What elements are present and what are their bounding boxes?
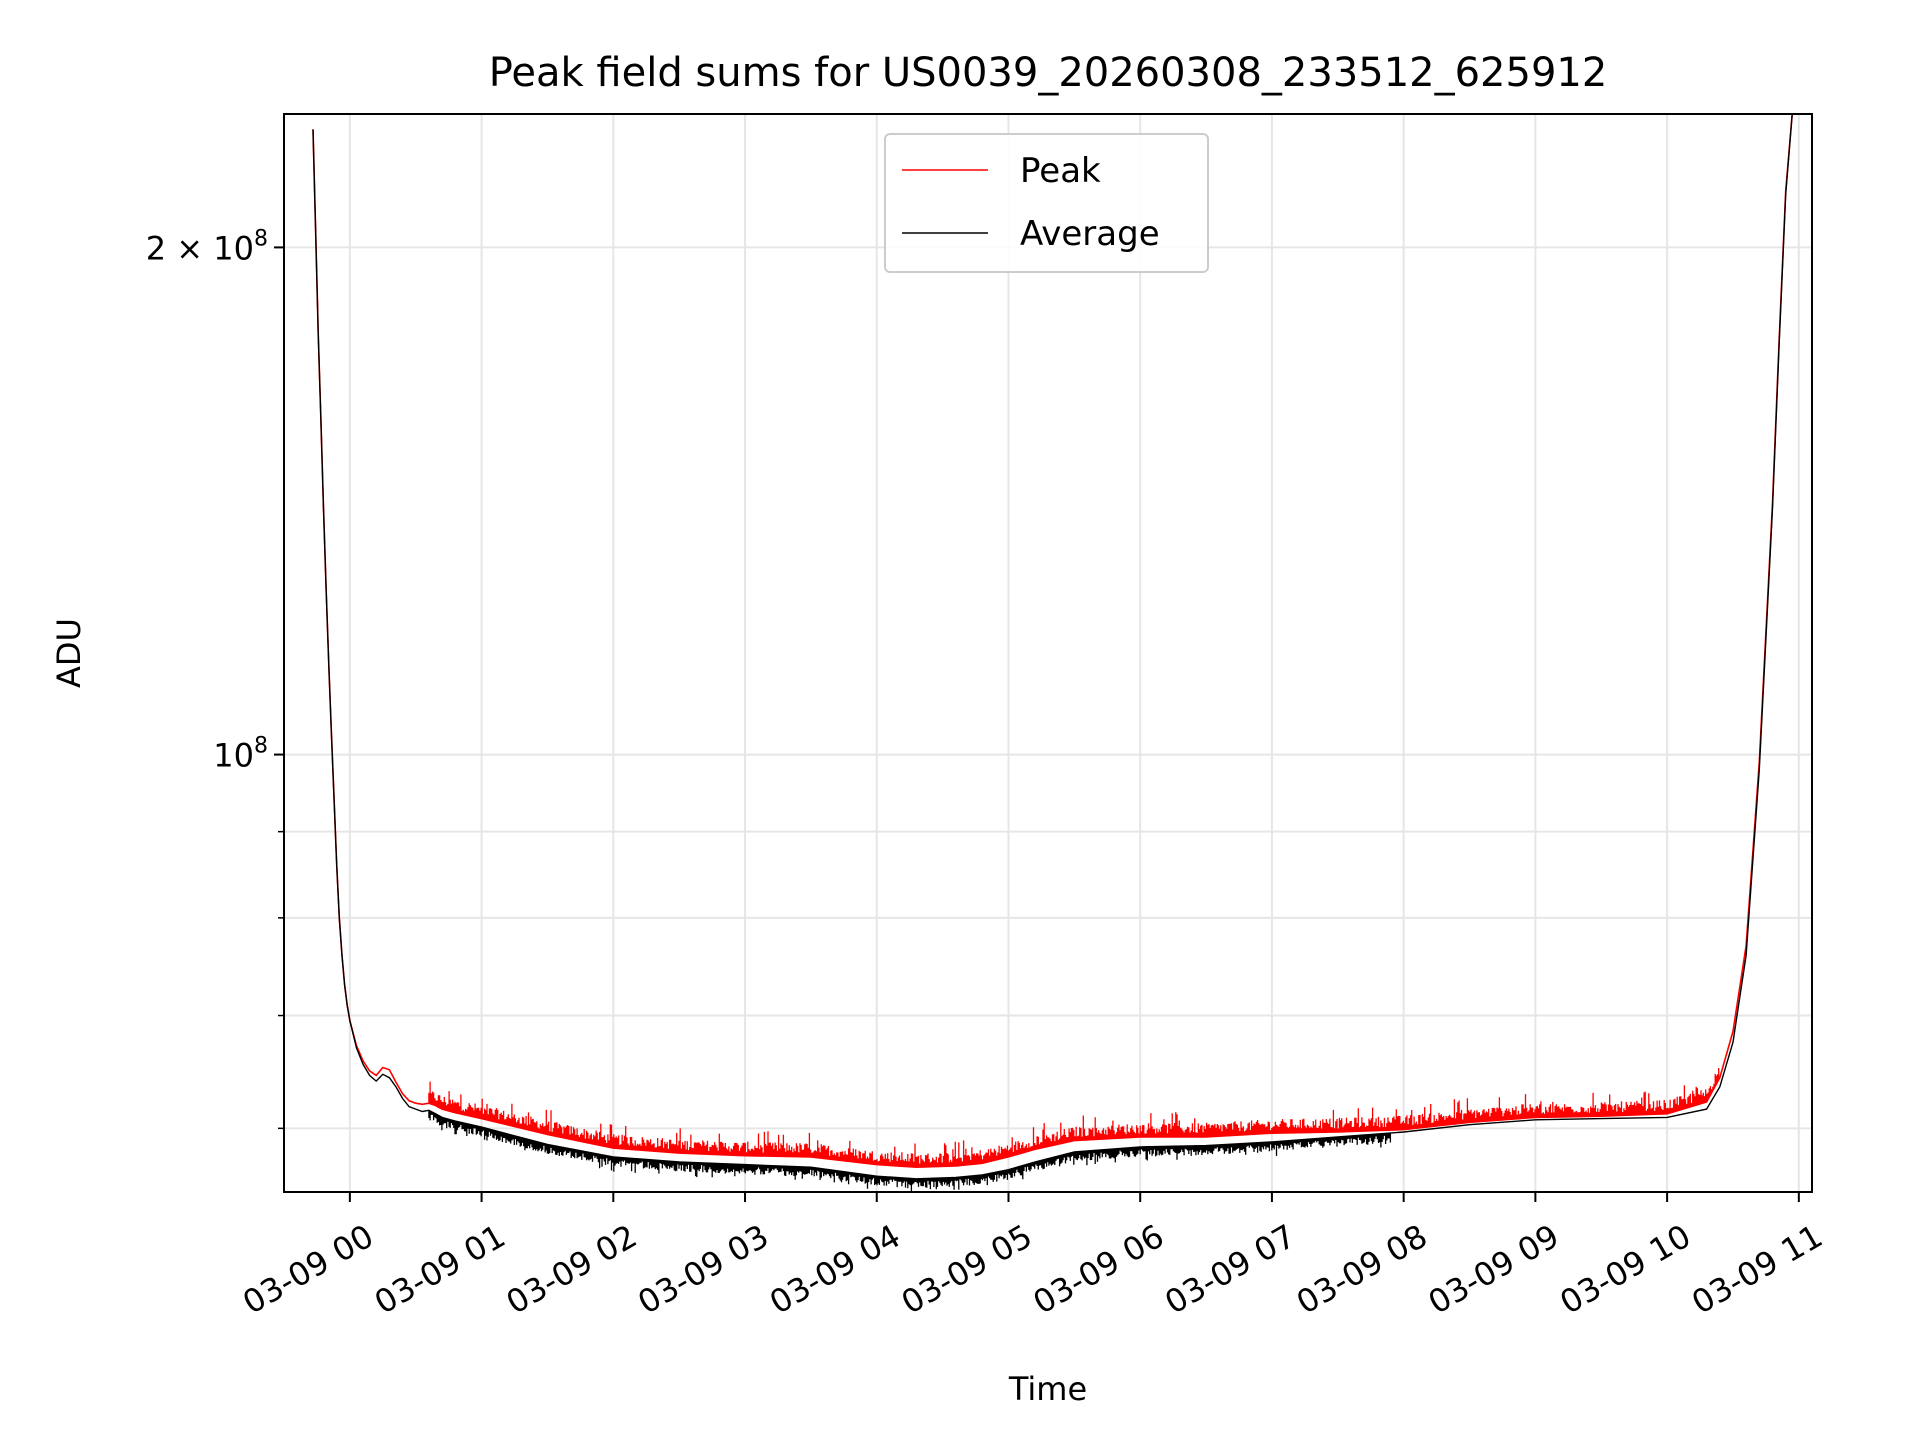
legend-label-average: Average — [1020, 214, 1160, 254]
plot-frame — [283, 113, 1813, 1193]
legend: Peak Average — [884, 133, 1209, 273]
plot-area — [312, 114, 1793, 1192]
y-axis-label: ADU — [50, 618, 88, 688]
x-axis-label: Time — [1008, 1370, 1087, 1408]
legend-box — [884, 133, 1209, 273]
chart-title: Peak field sums for US0039_20260308_2335… — [489, 50, 1608, 96]
peak-noise-spikes — [428, 1068, 1720, 1168]
average-spikes-path — [428, 1110, 1392, 1192]
peak-spikes-path — [428, 1068, 1720, 1168]
y-tick-label-0: 108 — [213, 734, 268, 775]
legend-label-peak: Peak — [1020, 151, 1101, 191]
average-series-line — [312, 114, 1793, 1180]
y-tick-label-1: 2 × 108 — [146, 226, 268, 267]
y-axis-ticks: 108 2 × 108 — [146, 226, 284, 1130]
average-noise-spikes — [428, 1110, 1392, 1192]
